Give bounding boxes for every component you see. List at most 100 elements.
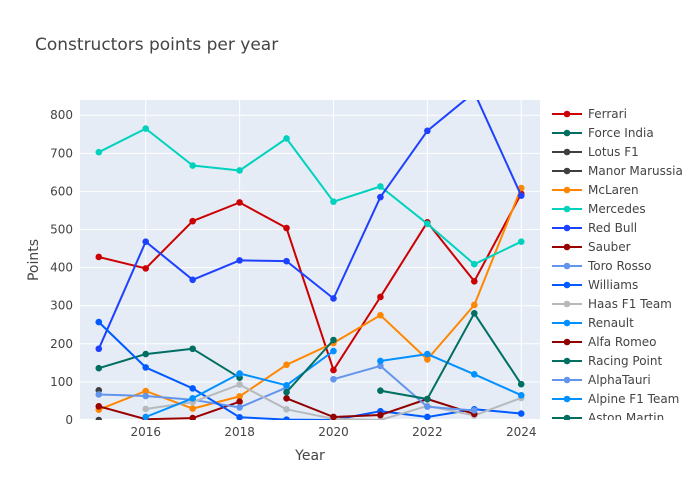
legend-label: Lotus F1 — [588, 145, 639, 159]
data-point-red-bull — [424, 127, 431, 135]
x-tick-label: 2018 — [224, 425, 255, 439]
series-layer — [95, 100, 525, 420]
legend-label: Haas F1 Team — [588, 297, 672, 311]
legend-item-red-bull: Red Bull — [552, 221, 637, 235]
data-point-ferrari — [189, 217, 196, 225]
data-point-sauber — [189, 414, 196, 420]
data-point-haas-f1-team — [283, 406, 290, 413]
legend-swatch-marker — [563, 205, 571, 213]
data-point-ferrari — [142, 265, 150, 272]
legend-swatch-marker — [563, 167, 571, 175]
series-alphatauri — [330, 362, 478, 414]
legend-item-aston-martin: Aston Martin — [552, 411, 664, 425]
x-tick-label: 2020 — [318, 425, 349, 439]
data-point-mercedes — [330, 198, 337, 206]
data-point-alphatauri — [330, 375, 337, 383]
data-point-haas-f1-team — [142, 405, 150, 413]
legend-swatch-marker — [563, 262, 571, 270]
legend-swatch-marker — [563, 357, 571, 365]
series-line-aston-martin — [380, 312, 523, 400]
y-tick-label: 400 — [50, 261, 73, 275]
data-point-alpine-f1-team — [470, 370, 478, 378]
legend-item-mercedes: Mercedes — [552, 202, 646, 216]
series-manor-marussia — [95, 416, 103, 420]
legend-swatch-marker — [563, 129, 571, 137]
data-point-red-bull — [330, 295, 337, 302]
legend-label: Toro Rosso — [587, 259, 651, 273]
data-point-alpine-f1-team — [377, 357, 384, 365]
data-point-mercedes — [189, 162, 196, 169]
data-point-alphatauri — [470, 407, 478, 414]
data-point-williams — [142, 364, 150, 371]
legend-label: Red Bull — [588, 221, 637, 235]
data-point-haas-f1-team — [236, 381, 243, 388]
data-point-red-bull — [95, 345, 103, 353]
data-point-sauber — [95, 402, 103, 410]
y-tick-label: 700 — [50, 146, 73, 160]
data-point-red-bull — [236, 257, 243, 264]
legend-swatch-marker — [563, 281, 571, 289]
data-point-toro-rosso — [95, 391, 103, 398]
legend-item-sauber: Sauber — [552, 240, 631, 254]
legend-label: Renault — [588, 316, 634, 330]
data-point-toro-rosso — [142, 392, 150, 400]
y-tick-label: 600 — [50, 184, 73, 198]
data-point-alphatauri — [377, 362, 384, 370]
legend-label: Williams — [588, 278, 638, 292]
data-point-mercedes — [236, 167, 243, 174]
legend-label: Sauber — [588, 240, 631, 254]
data-point-toro-rosso — [236, 404, 243, 411]
legend-swatch-marker — [563, 243, 571, 251]
data-point-force-india — [189, 345, 196, 353]
data-point-red-bull — [283, 257, 290, 265]
data-point-aston-martin — [517, 380, 525, 388]
series-aston-martin — [377, 310, 525, 403]
data-point-renault — [142, 413, 150, 420]
data-point-force-india — [95, 364, 103, 372]
legend-swatch-marker — [563, 110, 571, 118]
legend-viewport: Ferrari Force India Lotus F1 Manor Marussia… — [552, 107, 683, 425]
legend-item-alphatauri: AlphaTauri — [552, 373, 651, 387]
chart-title: Constructors points per year — [35, 35, 278, 55]
x-tick-label: 2024 — [506, 425, 537, 439]
series-line-red-bull — [97, 100, 523, 350]
legend-item-alfa-romeo: Alfa Romeo — [552, 335, 657, 349]
legend-item-toro-rosso: Toro Rosso — [552, 259, 651, 273]
series-force-india — [95, 345, 243, 382]
legend-label: McLaren — [588, 183, 639, 197]
legend-item-racing-point: Racing Point — [552, 354, 662, 368]
series-line-mercedes — [98, 127, 522, 266]
series-line-sauber — [98, 400, 240, 420]
legend-label: Force India — [588, 126, 654, 140]
y-tick-label: 100 — [50, 375, 73, 389]
legend-label: Racing Point — [588, 354, 662, 368]
y-tick-label: 200 — [50, 337, 73, 351]
y-tick-label: 0 — [65, 413, 73, 427]
data-point-williams — [95, 318, 103, 326]
data-point-alpine-f1-team — [424, 350, 431, 358]
legend-item-renault: Renault — [552, 316, 634, 330]
data-point-mercedes — [283, 135, 290, 142]
legend-label: Alfa Romeo — [588, 335, 657, 349]
data-point-mclaren — [189, 405, 196, 412]
legend-swatch-marker — [563, 338, 571, 346]
data-point-renault — [189, 394, 196, 402]
legend-swatch-marker — [563, 300, 571, 308]
data-point-alfa-romeo — [330, 413, 337, 420]
legend-label: Aston Martin — [588, 411, 664, 425]
legend-label: AlphaTauri — [588, 373, 651, 387]
data-point-mercedes — [424, 220, 431, 228]
data-point-mclaren — [424, 356, 431, 363]
series-mercedes — [95, 125, 525, 268]
legend: Ferrari Force India Lotus F1 Manor Marussia… — [552, 107, 683, 425]
series-line-williams — [98, 321, 522, 420]
legend-item-williams: Williams — [552, 278, 638, 292]
data-point-alfa-romeo — [283, 394, 290, 402]
legend-item-ferrari: Ferrari — [552, 107, 627, 121]
x-axis-title: Year — [294, 448, 325, 464]
data-point-aston-martin — [377, 387, 384, 394]
legend-item-mclaren: McLaren — [552, 183, 639, 197]
data-point-force-india — [142, 350, 150, 358]
series-line-force-india — [98, 347, 241, 379]
